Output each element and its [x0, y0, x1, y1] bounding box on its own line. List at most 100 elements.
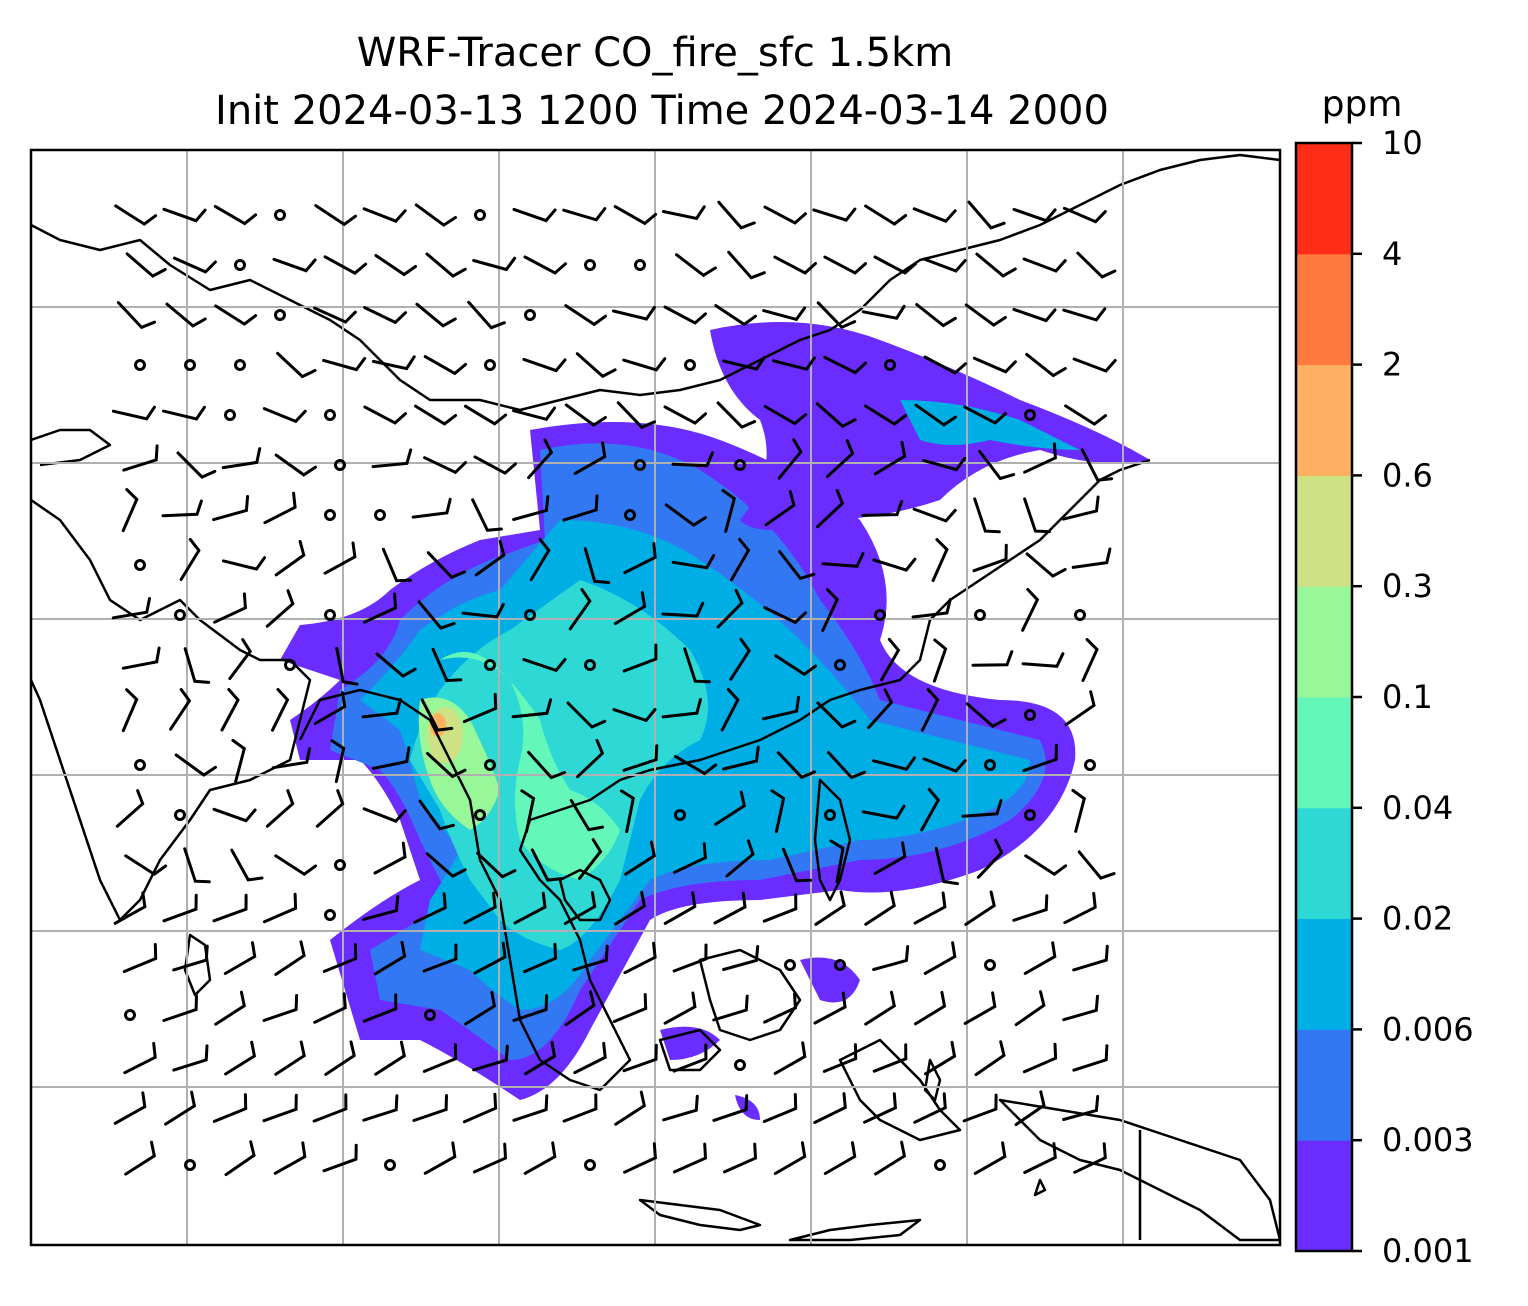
wind-barb	[813, 1092, 847, 1124]
wind-barb	[614, 890, 647, 926]
wind-barb	[873, 255, 917, 275]
calm-marker	[684, 359, 696, 371]
wind-barb	[262, 1093, 298, 1123]
wind-barb	[872, 557, 917, 572]
calm-marker	[134, 759, 146, 771]
wind-barb	[1077, 850, 1116, 880]
wind-barb	[371, 355, 416, 371]
wind-barb	[623, 941, 657, 975]
colorbar-swatch	[1296, 1029, 1352, 1141]
wind-barb	[522, 658, 567, 673]
wind-barb	[774, 654, 817, 677]
colorbar-tick-label: 10	[1382, 124, 1423, 162]
wind-barb	[978, 450, 1016, 481]
wind-barbs	[111, 200, 1117, 1177]
wind-barb	[323, 541, 357, 575]
wind-barb	[1023, 497, 1051, 534]
colorbar: ppm 0.001 0.003 0.006 0.02 0.04 0.1 0.3 0.6 2 4 10	[1294, 84, 1474, 1270]
wind-barb	[763, 205, 807, 225]
wind-barb	[763, 405, 808, 426]
colorbar-swatch	[1296, 918, 1352, 1030]
wind-barb	[1062, 495, 1100, 521]
wind-barb	[964, 303, 1007, 327]
wind-barb	[612, 305, 656, 321]
wind-barb	[426, 752, 467, 779]
wind-barb	[274, 1040, 306, 1076]
wind-barb	[162, 405, 206, 421]
wind-barb	[228, 638, 253, 681]
wind-barb	[914, 403, 957, 427]
wind-barb	[727, 250, 766, 280]
wind-barb	[224, 1040, 257, 1076]
wind-barb	[826, 439, 855, 478]
wind-barb	[762, 1093, 798, 1123]
wind-barb	[1081, 638, 1099, 682]
wind-barb	[971, 650, 1014, 667]
wind-barb	[162, 207, 207, 223]
wind-barb	[672, 1043, 708, 1073]
calm-marker	[1024, 709, 1036, 721]
wind-barb	[464, 990, 497, 1026]
calm-marker	[824, 809, 836, 821]
wind-barb	[675, 253, 717, 278]
calm-marker	[584, 659, 596, 671]
wind-barb	[873, 841, 907, 875]
wind-barb	[864, 404, 908, 426]
wind-barb	[1012, 207, 1057, 223]
wind-barb	[113, 891, 147, 925]
wind-barb	[972, 356, 1017, 374]
wind-barb	[512, 207, 557, 223]
wind-barb	[763, 992, 797, 1024]
wind-barb	[1021, 652, 1065, 668]
calm-marker	[834, 659, 846, 671]
field-north-core	[900, 400, 1080, 450]
wind-barb	[381, 547, 413, 583]
calm-marker	[474, 209, 486, 221]
wind-barb	[527, 438, 554, 480]
wind-barb	[880, 637, 901, 682]
wind-barb	[717, 200, 756, 230]
wind-barb	[263, 491, 297, 525]
wind-barb	[923, 355, 967, 375]
wind-barb	[523, 255, 567, 275]
wind-barb	[363, 306, 407, 325]
wind-barb	[1076, 251, 1117, 279]
wind-barb	[1064, 404, 1108, 426]
colorbar-unit: ppm	[1322, 84, 1403, 125]
wind-barb	[823, 255, 867, 275]
wind-barb	[1062, 994, 1099, 1022]
wind-barb	[663, 405, 707, 425]
wind-barb	[1023, 442, 1057, 474]
wind-barb	[330, 739, 346, 784]
wind-barb	[712, 1094, 749, 1122]
wind-barb	[872, 756, 916, 771]
calm-marker	[224, 409, 236, 421]
wind-barb	[1014, 1090, 1046, 1127]
map-panel	[29, 148, 1282, 1247]
wind-barb	[1023, 941, 1057, 975]
calm-marker	[324, 409, 336, 421]
wind-barb	[776, 751, 817, 780]
colorbar-tick-label: 0.04	[1382, 789, 1453, 827]
wind-barb	[114, 204, 158, 226]
wind-barb	[564, 990, 596, 1027]
wind-barb	[614, 1090, 646, 1126]
wind-barb	[873, 440, 907, 476]
calm-marker	[184, 1159, 196, 1171]
calm-marker	[174, 809, 186, 821]
calm-marker	[274, 209, 286, 221]
wind-barb	[1022, 1042, 1058, 1074]
wind-barb	[915, 303, 957, 328]
calm-marker	[324, 909, 336, 921]
wind-barb	[872, 945, 910, 971]
wind-barb	[713, 891, 747, 925]
wind-barb	[322, 943, 358, 973]
wind-barb	[573, 441, 607, 475]
wind-barb	[622, 643, 658, 673]
wind-barb	[165, 302, 207, 328]
wind-barb	[973, 1141, 1007, 1175]
wind-barb	[312, 1093, 348, 1123]
wind-barb	[161, 499, 203, 518]
colorbar-swatch	[1296, 253, 1352, 366]
